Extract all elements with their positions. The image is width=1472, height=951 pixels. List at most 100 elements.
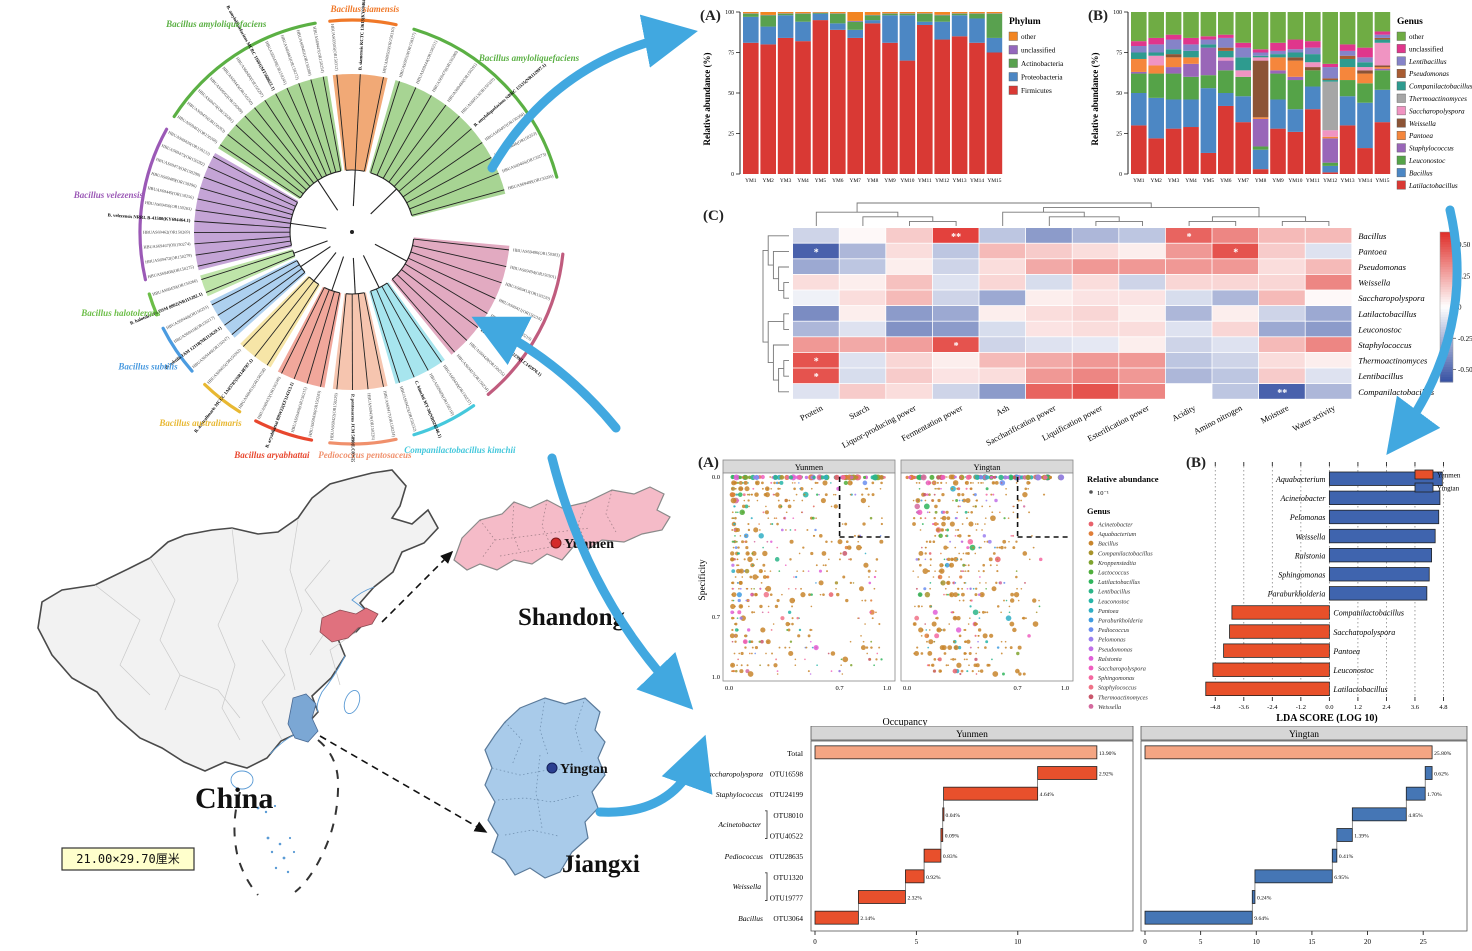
legend-label: Yunmen (1437, 472, 1461, 480)
row-otu-label: OTU28635 (770, 852, 804, 861)
x-tick-label: 1.0 (1061, 685, 1069, 692)
row-genus-label: Acinetobacter (717, 820, 761, 829)
bar-segment (951, 36, 968, 174)
genus-legend-label: Lactococcus (1097, 570, 1130, 577)
heatmap-cell (1212, 259, 1259, 274)
lda-taxon-label: Saccharopolyspora (1333, 628, 1395, 637)
bar-value-label: 2.32% (907, 896, 922, 902)
heatmap-cell (1026, 274, 1072, 290)
phylo-tree: HBUAS69461(OR150268) HBUAS69476(OR150283)… (0, 0, 695, 471)
x-tick-label: YM4 (797, 178, 809, 184)
bar-segment (1339, 44, 1356, 51)
bar-segment (1322, 138, 1338, 163)
bar-segment (1148, 65, 1164, 74)
x-tick-label: YM11 (918, 178, 932, 184)
tip-label: HBUAS69466(OR150273) (501, 151, 547, 173)
lda-taxon-label: Pantoea (1332, 647, 1360, 656)
waterfall-bar (923, 848, 942, 863)
bar-segment (1200, 152, 1217, 174)
significance-star: * (954, 341, 959, 352)
lda-score-chart: -4.8 -3.6 -2.4 -1.2 0.0 1.2 2.4 3.6 4.8 Aquabacte… (1183, 452, 1472, 728)
bar-segment (1148, 138, 1164, 174)
x-tick-label: 2.4 (1382, 704, 1391, 711)
heatmap-cell (1305, 352, 1352, 368)
species-arc (412, 404, 476, 437)
legend-label: other (1409, 33, 1424, 41)
y-tick-label: 75 (728, 51, 734, 57)
bar-segment (743, 12, 759, 14)
heatmap-cell (932, 368, 979, 384)
heatmap-cell (1072, 290, 1119, 306)
genus-legend-label: Paraburkholderia (1097, 618, 1143, 625)
heatmap-cell (932, 306, 979, 321)
x-tick-label: YM6 (832, 178, 844, 184)
bar-segment (1183, 50, 1199, 58)
significance-star: * (814, 372, 819, 383)
south-sea-boundary (233, 739, 340, 896)
lda-bar (1328, 528, 1436, 544)
heatmap-cell (979, 337, 1026, 352)
bar-segment (1305, 47, 1321, 55)
x-tick-label: YM1 (1133, 178, 1145, 184)
legend-label: Firmicutes (1021, 87, 1052, 95)
legend-label: unclassified (1021, 47, 1056, 55)
tip-label: HBUAS69472(OR150279) (145, 253, 193, 265)
heatmap-cell (1072, 321, 1119, 337)
heatmap-cell (1119, 243, 1165, 259)
row-genus-label: Saccharopolyspora (704, 770, 763, 779)
waterfall-plot-area (1140, 740, 1468, 932)
significance-star: ** (1277, 388, 1287, 399)
heatmap-cell (886, 321, 932, 337)
genus-legend-label: Latilactobacillus (1097, 579, 1141, 586)
bar-segment (1322, 78, 1338, 81)
heatmap-cell (979, 274, 1026, 290)
x-tick-label: 0.0 (903, 685, 911, 692)
bar-segment (1374, 31, 1391, 35)
bar-segment (1270, 12, 1286, 43)
clade-wedge (200, 249, 296, 297)
heatmap-cell (932, 352, 979, 368)
clade-wedge (194, 153, 299, 271)
bar-segment (1235, 42, 1251, 48)
heatmap-cell (1259, 321, 1305, 337)
bar-segment (1183, 12, 1199, 38)
heatmap-cell (793, 337, 839, 352)
heatmap-cell (1259, 368, 1305, 384)
row-otu-label: OTU8010 (773, 811, 803, 820)
bar-segment (1200, 44, 1217, 48)
heatmap-cell (886, 352, 932, 368)
china-map: Yunmen Shandong Yingtan Jiangxi China 21… (37, 469, 671, 896)
bar-value-label: 0.83% (943, 854, 958, 860)
bar-segment (1218, 50, 1234, 58)
tip-label: HBUAS69497(OR150304) (484, 111, 526, 142)
legend-swatch (1396, 44, 1406, 54)
clade-wedge (391, 237, 510, 355)
bar-segment (899, 12, 916, 14)
shandong-label: Shandong (518, 604, 626, 631)
heatmap-cell (1212, 368, 1259, 384)
bar-segment (1270, 73, 1286, 100)
genus-legend-label: Aquabacterium (1097, 531, 1137, 538)
bar-value-label: 6.95% (1334, 875, 1349, 881)
bar-segment (1287, 80, 1304, 110)
significance-star: * (1187, 232, 1192, 243)
bar-segment (830, 13, 846, 24)
bar-segment (1357, 148, 1373, 174)
bar-value-label: 4.85% (1408, 813, 1423, 819)
x-tick-label: YM6 (1220, 178, 1232, 184)
bar-segment (1148, 73, 1164, 98)
legend-swatch (1396, 31, 1406, 41)
bar-segment (1183, 44, 1199, 51)
bar-segment (1287, 76, 1304, 81)
heatmap-row-label: Latilactobacillus (1357, 309, 1417, 319)
legend-swatch (1396, 155, 1406, 165)
heatmap-row-label: Lentibacillus (1357, 371, 1404, 381)
x-tick-label: -2.4 (1267, 704, 1278, 711)
bar-segment (1357, 62, 1373, 68)
bar-segment (969, 12, 985, 14)
heatmap-row-label: Bacillus (1358, 231, 1387, 241)
y-tick-label: 0.0 (712, 474, 720, 481)
heatmap-cell (1026, 352, 1072, 368)
heatmap-cell (1305, 274, 1352, 290)
lda-bar (1328, 548, 1433, 563)
